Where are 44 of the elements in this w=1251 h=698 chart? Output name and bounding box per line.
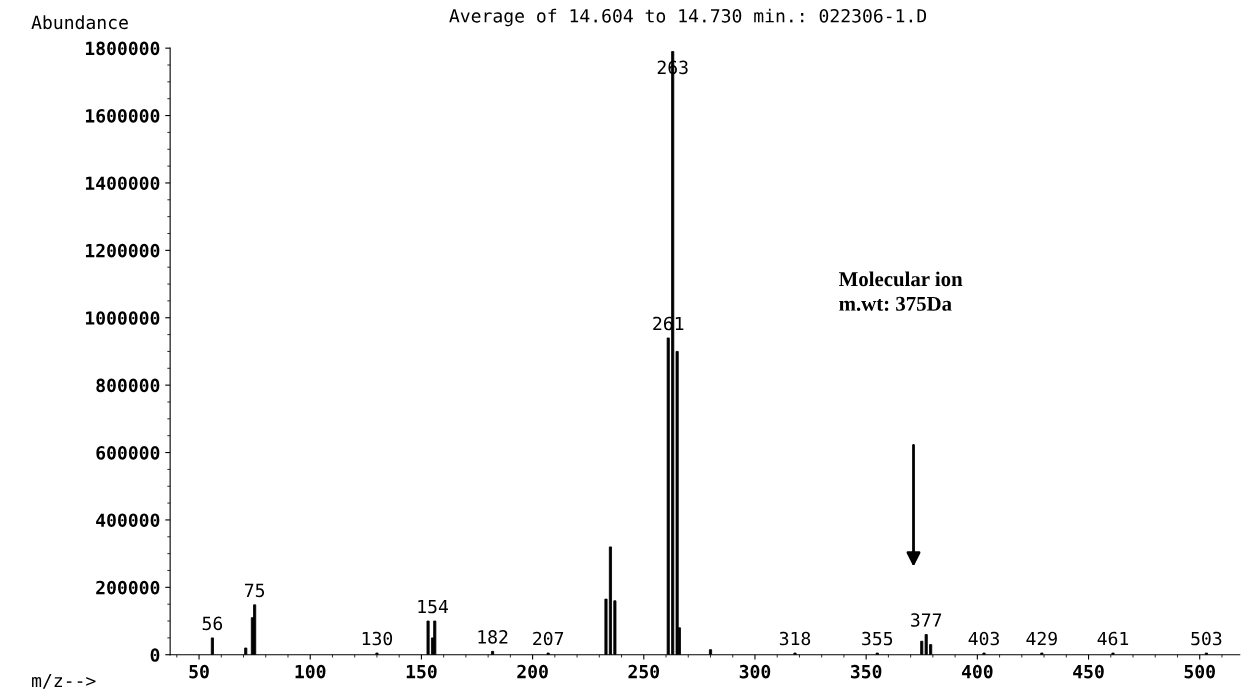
x-tick-label: 250: [628, 664, 660, 679]
x-tick-label: 100: [295, 664, 326, 679]
annotation: 318: [779, 631, 811, 646]
annotation: 461: [1097, 631, 1129, 646]
x-tick-label: 400: [961, 664, 993, 679]
bar: [210, 637, 214, 655]
x-tick-label: 300: [739, 664, 771, 679]
annotation: 355: [862, 631, 893, 646]
x-tick-label: 150: [406, 664, 437, 679]
annotation: 56: [202, 616, 223, 631]
annotation: 130: [362, 631, 393, 646]
x-tick-label: 350: [850, 664, 882, 679]
bar: [244, 647, 248, 655]
bar: [708, 649, 713, 655]
y-tick-label: 1200000: [85, 243, 160, 258]
y-axis-title: Abundance: [31, 15, 128, 30]
bar: [426, 620, 430, 655]
bar: [924, 634, 928, 655]
annotation: Molecular ion m.wt: 375Da: [838, 271, 963, 311]
annotation: 377: [911, 613, 942, 627]
y-tick-label: 600000: [96, 446, 160, 460]
bar: [433, 620, 437, 655]
y-tick-label: 200000: [96, 580, 160, 595]
y-tick-label: 800000: [96, 378, 160, 393]
annotation: 75: [244, 583, 265, 598]
annotation: 503: [1191, 631, 1222, 646]
y-tick-label: 1400000: [85, 176, 160, 191]
x-tick-label: 450: [1073, 664, 1104, 679]
y-tick-label: 1000000: [85, 311, 160, 325]
y-tick-label: 1600000: [85, 109, 160, 123]
x-tick-label: 200: [517, 664, 548, 679]
y-tick-label: 400000: [96, 513, 160, 528]
x-tick-label: 500: [1184, 664, 1215, 679]
annotation: 154: [418, 599, 448, 614]
annotation: 182: [478, 630, 508, 644]
y-tick-label: 0: [150, 648, 160, 662]
annotation: 429: [1026, 631, 1057, 646]
annotation: 207: [533, 631, 564, 646]
y-tick-label: 1800000: [85, 41, 160, 56]
annotation: 403: [968, 631, 999, 646]
x-axis-title: m/z-->: [32, 673, 96, 689]
x-tick-label: 50: [189, 664, 209, 679]
bar: [253, 604, 257, 655]
chart-title: Average of 14.604 to 14.730 min.: 022306-1.D: [449, 8, 927, 27]
